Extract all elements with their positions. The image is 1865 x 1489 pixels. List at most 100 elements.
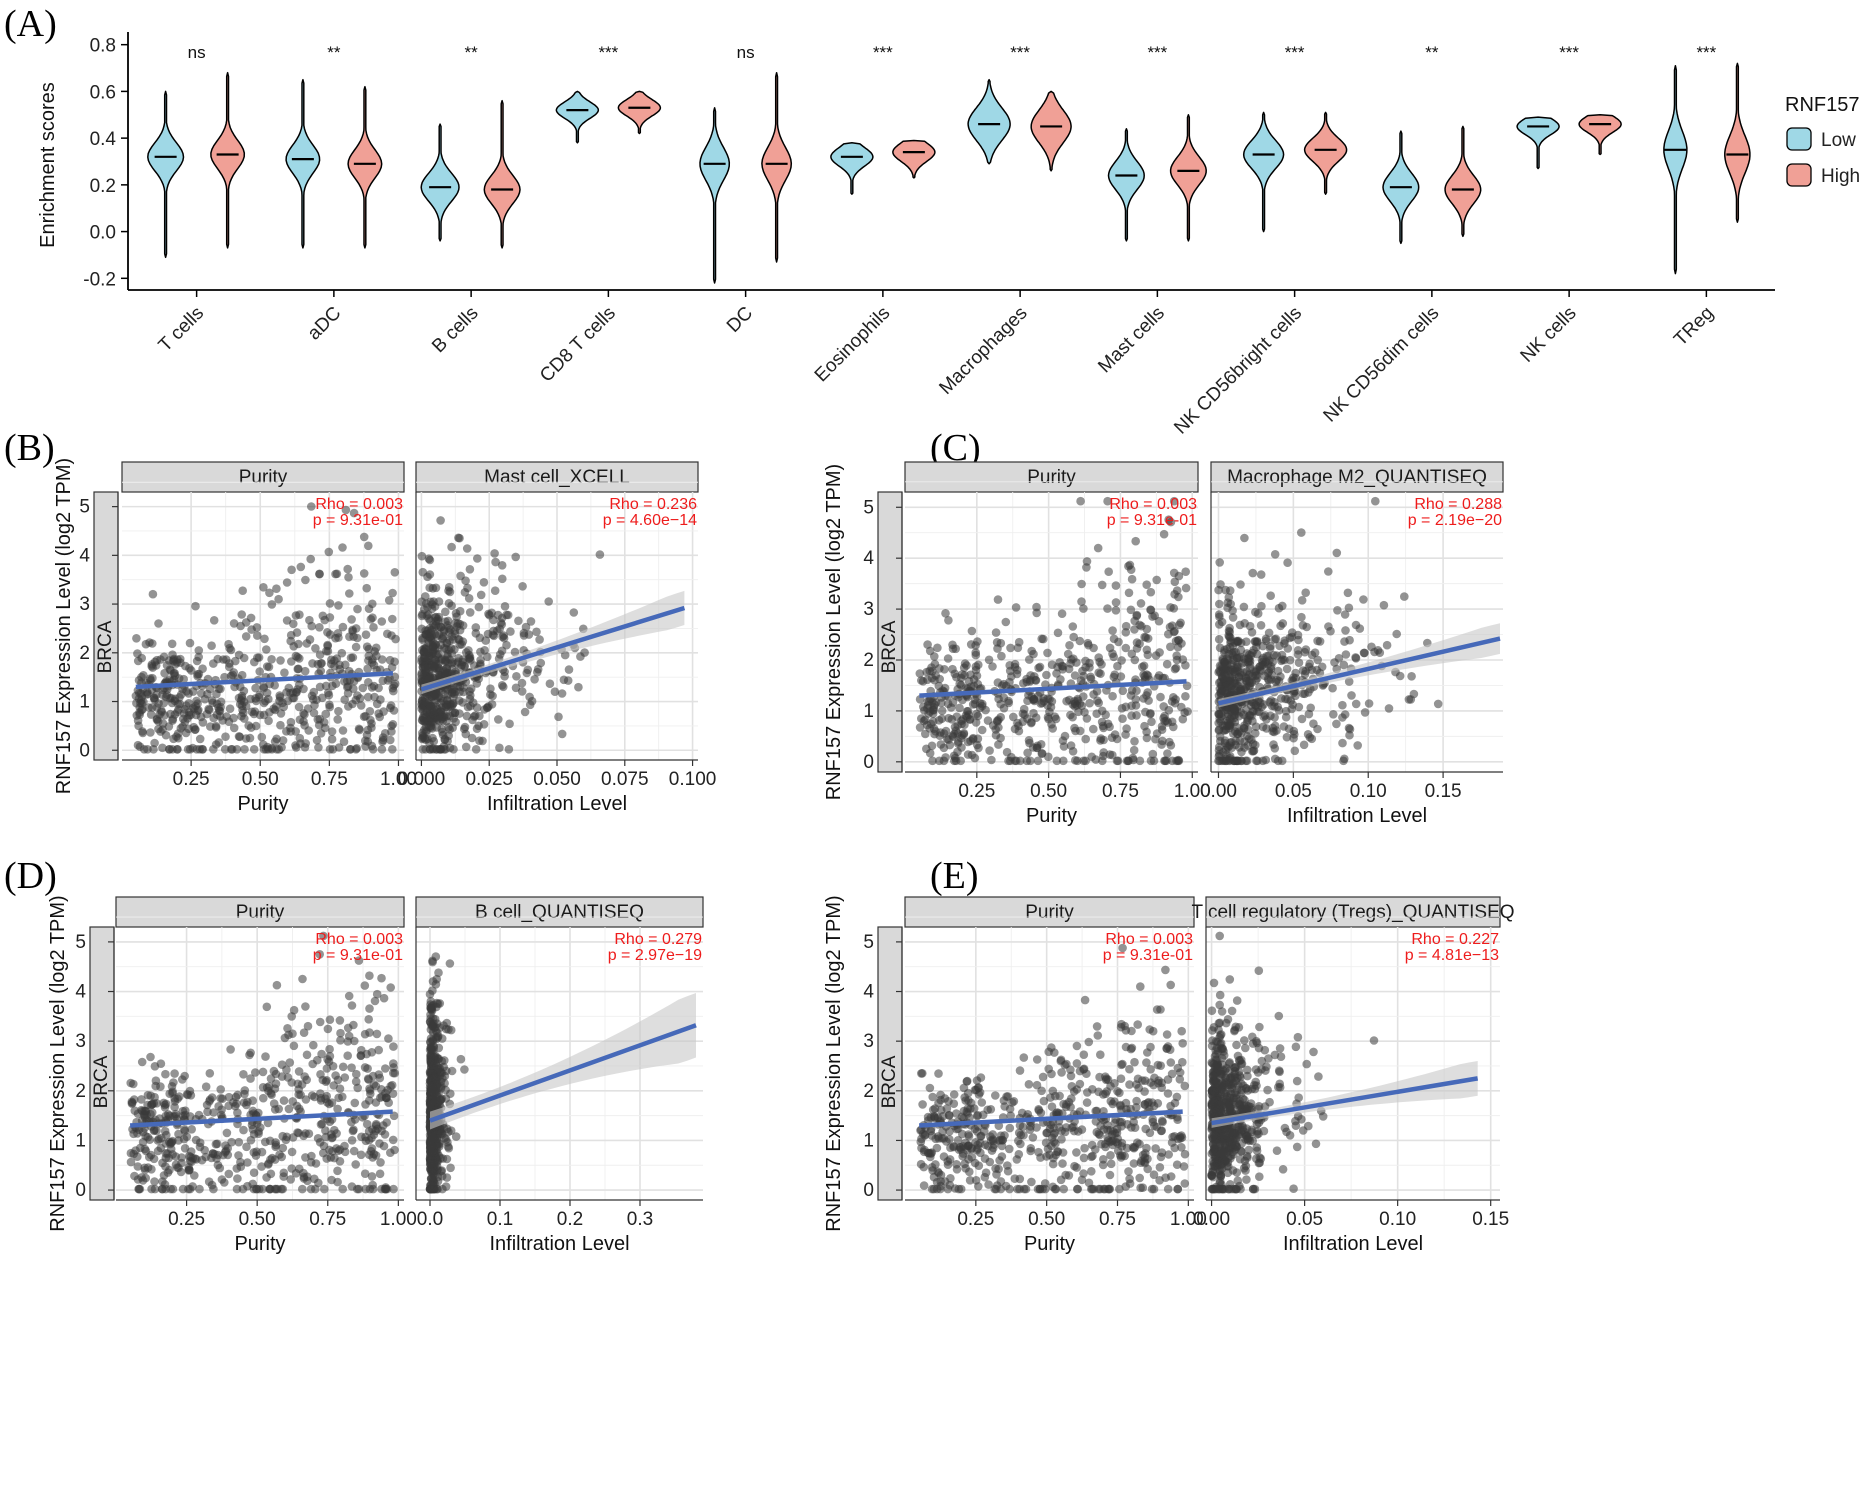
data-point bbox=[422, 611, 432, 621]
y-tick-label: 5 bbox=[863, 932, 874, 953]
data-point bbox=[302, 1050, 312, 1060]
data-point bbox=[1166, 1058, 1176, 1067]
data-point bbox=[387, 727, 396, 736]
data-point bbox=[314, 743, 323, 752]
data-point bbox=[436, 640, 446, 650]
data-point bbox=[1400, 592, 1409, 601]
row-strip bbox=[877, 491, 903, 773]
data-point bbox=[1060, 731, 1070, 741]
data-point bbox=[369, 623, 378, 632]
data-point bbox=[321, 1094, 330, 1103]
data-point bbox=[976, 1131, 986, 1141]
data-point bbox=[499, 633, 509, 643]
data-point bbox=[349, 1125, 358, 1135]
x-tick-label: 0.05 bbox=[1275, 781, 1312, 802]
data-point bbox=[1324, 567, 1333, 576]
data-point bbox=[427, 661, 436, 670]
data-point bbox=[1332, 548, 1342, 558]
data-point bbox=[1011, 603, 1021, 612]
data-point bbox=[1270, 697, 1279, 707]
data-point bbox=[310, 700, 319, 710]
data-point bbox=[1338, 713, 1347, 722]
data-point bbox=[135, 1184, 145, 1194]
data-point bbox=[1174, 592, 1183, 602]
data-point bbox=[447, 701, 457, 710]
data-point bbox=[1121, 621, 1131, 631]
data-point bbox=[1110, 1079, 1119, 1088]
data-point bbox=[298, 1184, 307, 1194]
data-point bbox=[1068, 700, 1077, 709]
data-point bbox=[428, 986, 437, 995]
data-point bbox=[376, 1158, 385, 1167]
rho-label: Rho = 0.003 bbox=[1105, 931, 1193, 948]
data-point bbox=[1087, 752, 1096, 762]
data-point bbox=[426, 1086, 436, 1096]
data-point bbox=[213, 1160, 223, 1170]
data-point bbox=[1125, 1064, 1134, 1074]
data-point bbox=[433, 1031, 443, 1041]
data-point bbox=[1274, 706, 1284, 715]
data-point bbox=[1175, 620, 1184, 630]
data-point bbox=[1272, 651, 1282, 660]
x-tick-label: Eosinophils bbox=[811, 303, 895, 387]
data-point bbox=[389, 1059, 398, 1068]
data-point bbox=[246, 723, 256, 732]
data-point bbox=[365, 971, 374, 980]
data-point bbox=[334, 601, 343, 610]
data-point bbox=[1033, 1184, 1043, 1194]
data-point bbox=[1302, 1059, 1311, 1069]
data-point bbox=[440, 1079, 449, 1088]
data-point bbox=[336, 1028, 345, 1038]
data-point bbox=[1132, 610, 1142, 620]
data-point bbox=[471, 623, 481, 632]
data-point bbox=[923, 704, 932, 713]
data-point bbox=[1156, 692, 1165, 702]
data-point bbox=[967, 626, 977, 636]
data-point bbox=[1146, 1065, 1155, 1074]
data-point bbox=[282, 578, 292, 587]
data-point bbox=[940, 1094, 950, 1103]
data-point bbox=[224, 1169, 234, 1179]
data-point bbox=[1244, 725, 1253, 735]
data-point bbox=[1105, 722, 1114, 732]
x-tick-label: aDC bbox=[304, 303, 346, 345]
data-point bbox=[428, 957, 437, 967]
data-point bbox=[315, 623, 324, 632]
data-point bbox=[325, 702, 335, 712]
data-point bbox=[1004, 698, 1013, 708]
data-point bbox=[1042, 670, 1051, 680]
data-point bbox=[363, 664, 373, 673]
data-point bbox=[345, 589, 354, 598]
data-point bbox=[1215, 643, 1225, 653]
data-point bbox=[461, 729, 471, 739]
data-point bbox=[983, 716, 993, 725]
data-point bbox=[1246, 678, 1255, 688]
y-tick-label: 2 bbox=[863, 1081, 874, 1102]
data-point bbox=[232, 1184, 242, 1194]
x-tick-label: 0.15 bbox=[1425, 781, 1462, 802]
data-point bbox=[436, 1167, 446, 1176]
data-point bbox=[1036, 1108, 1046, 1118]
data-point bbox=[211, 1139, 221, 1149]
data-point bbox=[1228, 613, 1238, 622]
data-point bbox=[1253, 609, 1263, 618]
data-point bbox=[988, 662, 997, 671]
data-point bbox=[1297, 714, 1307, 724]
data-point bbox=[1058, 1159, 1067, 1168]
data-point bbox=[339, 737, 349, 746]
data-point bbox=[1270, 550, 1280, 559]
data-point bbox=[143, 1090, 153, 1100]
data-point bbox=[505, 719, 514, 729]
data-point bbox=[987, 755, 996, 765]
data-point bbox=[175, 693, 184, 702]
point-cloud bbox=[131, 502, 400, 754]
data-point bbox=[1164, 515, 1173, 524]
data-point bbox=[1098, 1090, 1108, 1099]
data-point bbox=[1053, 628, 1063, 638]
data-point bbox=[139, 697, 148, 707]
data-point bbox=[1281, 706, 1291, 716]
significance-label: *** bbox=[1696, 43, 1716, 62]
data-point bbox=[984, 655, 994, 665]
data-point bbox=[143, 1163, 153, 1172]
